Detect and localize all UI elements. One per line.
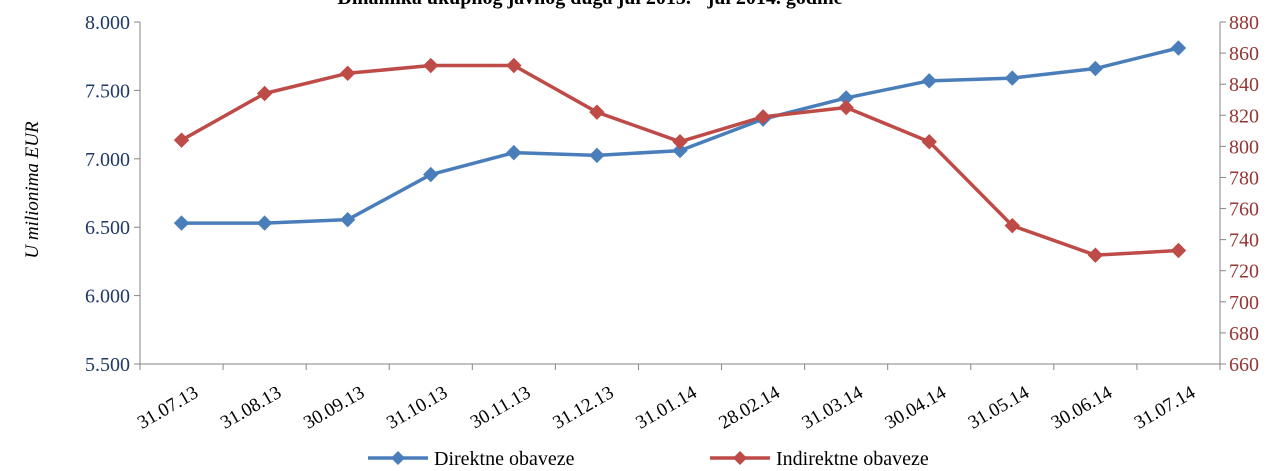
- x-tick-label: 30.11.13: [467, 382, 534, 433]
- x-tick-label: 31.07.13: [134, 382, 202, 433]
- right-tick-label: 820: [1229, 105, 1259, 127]
- x-tick-label: 30.04.14: [882, 382, 951, 434]
- data-point-0: [1087, 60, 1104, 77]
- x-tick-label: 31.01.14: [632, 382, 701, 434]
- left-tick-label: 7.000: [85, 149, 130, 171]
- data-point-0: [1170, 40, 1187, 56]
- x-tick-label: 31.12.13: [549, 382, 617, 433]
- data-point-0: [339, 211, 356, 228]
- x-tick-label: 31.07.14: [1131, 382, 1200, 434]
- data-point-1: [506, 57, 522, 74]
- data-point-1: [1087, 247, 1104, 263]
- data-point-1: [423, 57, 439, 74]
- data-point-1: [339, 65, 356, 82]
- data-point-1: [256, 85, 273, 102]
- chart-title: Dinamika ukupnog javnog duga jul 2013. -…: [337, 0, 842, 9]
- data-point-1: [838, 99, 854, 116]
- right-tick-label: 720: [1229, 261, 1259, 283]
- data-point-1: [1170, 242, 1187, 259]
- series-line-1: [180, 63, 1179, 257]
- y-axis-label: U milionima EUR: [22, 121, 43, 259]
- x-tick-label: 30.09.13: [300, 382, 368, 433]
- data-point-0: [672, 142, 688, 159]
- right-tick-label: 680: [1229, 323, 1259, 345]
- data-point-0: [256, 215, 273, 231]
- left-tick-label: 6.000: [85, 286, 130, 308]
- legend-swatch-marker: [391, 451, 405, 465]
- data-point-1: [755, 109, 771, 125]
- legend-label: Direktne obaveze: [434, 448, 575, 470]
- right-tick-label: 800: [1229, 136, 1259, 158]
- data-point-1: [173, 132, 190, 148]
- x-tick-label: 31.10.13: [383, 382, 451, 433]
- data-point-0: [423, 166, 439, 183]
- data-point-0: [589, 147, 605, 164]
- data-point-1: [589, 104, 605, 120]
- right-tick-label: 880: [1229, 12, 1259, 34]
- x-tick-label: 30.06.14: [1048, 382, 1117, 434]
- left-tick-label: 5.500: [85, 354, 130, 376]
- data-point-0: [173, 215, 190, 231]
- data-point-1: [1004, 217, 1021, 234]
- left-tick-label: 6.500: [85, 217, 130, 239]
- x-tick-label: 28.02.14: [715, 382, 784, 434]
- right-tick-label: 840: [1229, 74, 1259, 96]
- data-point-1: [921, 133, 937, 150]
- x-tick-label: 31.05.14: [965, 382, 1034, 434]
- right-tick-label: 780: [1229, 167, 1259, 189]
- data-point-1: [672, 133, 688, 150]
- x-tick-label: 31.03.14: [799, 382, 868, 434]
- data-point-0: [921, 73, 937, 89]
- right-tick-label: 860: [1229, 43, 1259, 65]
- data-point-0: [1004, 70, 1021, 86]
- right-tick-label: 740: [1229, 230, 1259, 252]
- data-point-0: [506, 144, 522, 161]
- left-tick-label: 7.500: [85, 80, 130, 102]
- x-tick-label: 31.08.13: [217, 382, 285, 433]
- right-tick-label: 760: [1229, 199, 1259, 221]
- right-tick-label: 660: [1229, 354, 1259, 376]
- legend-label: Indirektne obaveze: [776, 448, 929, 470]
- legend-swatch-marker: [733, 451, 747, 465]
- right-tick-label: 700: [1229, 292, 1259, 314]
- left-tick-label: 8.000: [85, 12, 130, 34]
